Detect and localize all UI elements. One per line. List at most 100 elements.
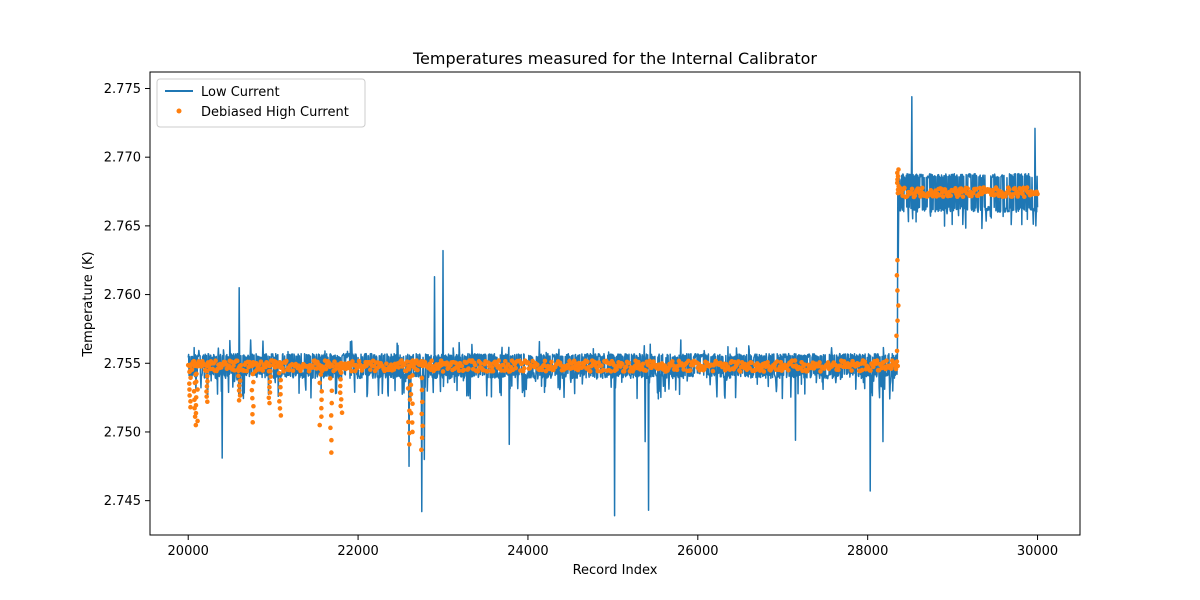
high-current-dip-point xyxy=(338,377,343,382)
high-current-dip-point xyxy=(894,333,899,339)
high-current-point xyxy=(231,363,236,368)
high-current-point xyxy=(549,359,554,365)
high-current-dip-point xyxy=(204,363,210,369)
high-current-point xyxy=(977,185,983,191)
high-current-dip-point xyxy=(419,375,425,381)
high-current-point xyxy=(232,368,237,373)
high-current-dip-point xyxy=(338,403,343,409)
high-current-point xyxy=(596,360,602,365)
high-current-point xyxy=(623,364,629,370)
high-current-dip-point xyxy=(237,393,243,398)
high-current-point xyxy=(402,362,407,368)
high-current-point xyxy=(874,358,880,363)
high-current-point xyxy=(260,368,266,373)
high-current-point xyxy=(388,362,394,367)
high-current-dip-point xyxy=(895,288,900,293)
high-current-point xyxy=(368,367,373,373)
high-current-point xyxy=(836,367,841,373)
high-current-point xyxy=(940,194,946,199)
high-current-dip-point xyxy=(406,442,412,447)
high-current-point xyxy=(461,367,467,373)
high-current-point xyxy=(229,359,234,365)
legend-label-low-current: Low Current xyxy=(201,85,280,100)
high-current-point xyxy=(585,359,590,365)
high-current-point xyxy=(710,368,716,374)
high-current-dip-point xyxy=(278,363,283,369)
y-tick-label: 2.745 xyxy=(104,494,141,509)
high-current-point xyxy=(475,369,481,374)
high-current-dip-point xyxy=(338,383,343,389)
high-current-point xyxy=(621,369,627,374)
high-current-point xyxy=(306,368,312,374)
high-current-dip-point xyxy=(328,363,334,369)
high-current-point xyxy=(472,362,478,368)
high-current-dip-point xyxy=(187,369,192,375)
high-current-point xyxy=(539,367,545,373)
high-current-point xyxy=(396,365,401,370)
high-current-dip-point xyxy=(194,363,200,369)
high-current-point xyxy=(849,368,854,373)
high-current-dip-point xyxy=(278,384,283,390)
high-current-dip-point xyxy=(319,389,325,394)
high-current-point xyxy=(349,368,354,374)
high-current-point xyxy=(487,361,493,367)
high-current-point xyxy=(918,194,923,199)
high-current-dip-point xyxy=(278,413,284,418)
high-current-point xyxy=(765,359,770,365)
high-current-point xyxy=(284,358,289,364)
high-current-dip-point xyxy=(204,373,210,379)
high-current-point xyxy=(1006,187,1012,192)
high-current-dip-point xyxy=(187,363,193,369)
high-current-dip-point xyxy=(420,423,425,429)
chart-title: Temperatures measured for the Internal C… xyxy=(412,49,817,68)
high-current-point xyxy=(912,193,918,199)
high-current-point xyxy=(749,360,754,366)
high-current-dip-point xyxy=(329,400,335,406)
high-current-point xyxy=(414,358,419,363)
high-current-dip-point xyxy=(205,379,210,384)
high-current-dip-point xyxy=(419,411,425,417)
legend-box xyxy=(156,78,366,128)
y-tick-label: 2.770 xyxy=(104,151,141,166)
high-current-dip-point xyxy=(319,397,324,403)
high-current-point xyxy=(478,361,484,366)
high-current-dip-point xyxy=(408,391,414,397)
high-current-dip-point xyxy=(317,422,323,428)
high-current-point xyxy=(611,362,617,368)
high-current-dip-point xyxy=(894,180,900,186)
high-current-dip-point xyxy=(410,401,415,407)
high-current-dip-point xyxy=(408,382,414,388)
high-current-point xyxy=(761,369,767,374)
high-current-point xyxy=(868,368,873,373)
high-current-dip-point xyxy=(194,371,199,377)
high-current-dip-point xyxy=(339,410,345,416)
high-current-point xyxy=(859,367,865,373)
high-current-dip-point xyxy=(329,437,334,443)
high-current-point xyxy=(485,368,490,374)
x-tick-label: 28000 xyxy=(847,544,888,559)
high-current-point xyxy=(681,367,686,372)
high-current-dip-point xyxy=(250,411,255,417)
high-current-point xyxy=(323,366,329,372)
high-current-dip-point xyxy=(249,387,255,393)
high-current-point xyxy=(503,358,508,364)
high-current-dip-point xyxy=(237,363,243,369)
high-current-point xyxy=(686,358,691,364)
high-current-point xyxy=(792,358,798,363)
high-current-dip-point xyxy=(250,420,256,425)
high-current-point xyxy=(286,367,292,373)
high-current-dip-point xyxy=(337,390,343,396)
high-current-dip-point xyxy=(205,399,210,405)
high-current-dip-point xyxy=(419,435,425,441)
high-current-point xyxy=(496,358,501,363)
high-current-dip-point xyxy=(251,403,256,409)
high-current-dip-point xyxy=(419,447,424,453)
high-current-dip-point xyxy=(327,376,333,381)
high-current-point xyxy=(466,366,471,371)
high-current-dip-point xyxy=(249,363,255,369)
high-current-dip-point xyxy=(188,404,193,410)
high-current-point xyxy=(587,369,593,374)
high-current-dip-point xyxy=(193,410,199,416)
high-current-point xyxy=(519,361,525,366)
